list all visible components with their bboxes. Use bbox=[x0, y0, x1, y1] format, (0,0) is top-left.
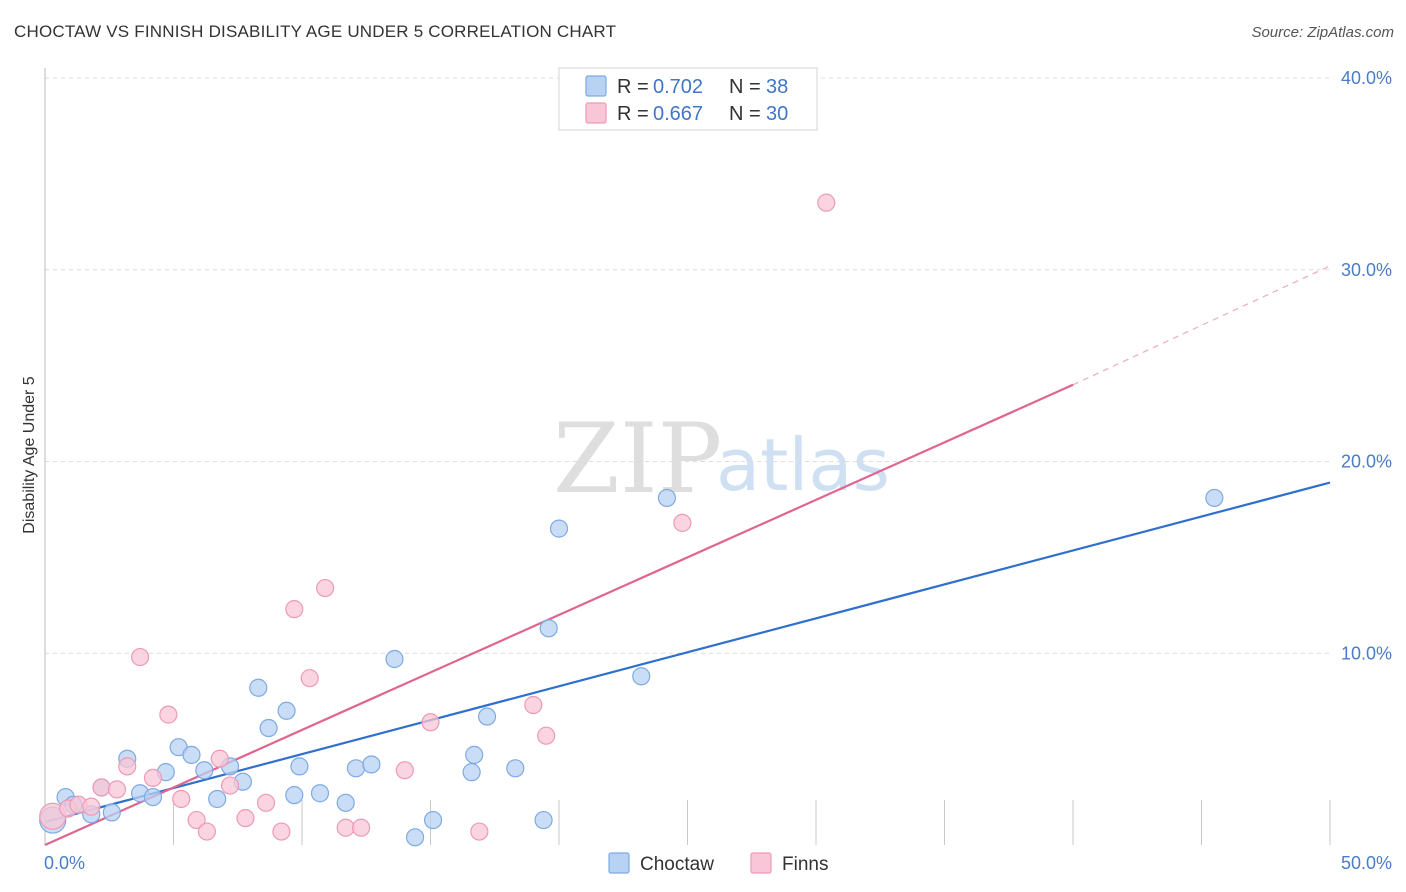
point-finns-12 bbox=[197, 822, 217, 841]
point-finns-5 bbox=[107, 780, 127, 799]
watermark-atlas: atlas bbox=[716, 423, 890, 507]
point-finns-27 bbox=[537, 726, 556, 745]
point-choctaw-35 bbox=[632, 667, 651, 686]
trend-line-finns bbox=[44, 383, 1074, 847]
point-finns-16 bbox=[256, 793, 276, 812]
point-choctaw-21 bbox=[310, 784, 330, 803]
x-ticks bbox=[173, 800, 1331, 845]
x-tick-label-min: 0.0% bbox=[44, 853, 85, 873]
point-finns-15 bbox=[236, 809, 255, 828]
point-choctaw-20 bbox=[290, 757, 309, 776]
legend-finns-n-label: N = bbox=[729, 103, 761, 125]
point-choctaw-22 bbox=[336, 793, 355, 812]
point-choctaw-18 bbox=[277, 701, 296, 720]
y-axis-label: Disability Age Under 5 bbox=[21, 376, 38, 534]
legend-finns-n-value: 30 bbox=[766, 103, 788, 125]
point-finns-23 bbox=[395, 761, 414, 780]
point-finns-13 bbox=[210, 749, 229, 768]
point-choctaw-8 bbox=[143, 787, 163, 807]
legend-choctaw-n-label: N = bbox=[729, 76, 761, 98]
point-finns-10 bbox=[172, 789, 191, 809]
point-finns-21 bbox=[336, 818, 355, 837]
point-choctaw-37 bbox=[1205, 488, 1224, 508]
series-legend-swatch-choctaw bbox=[608, 852, 630, 874]
point-choctaw-23 bbox=[346, 759, 366, 778]
x-tick-label-max: 50.0% bbox=[1341, 853, 1392, 873]
point-finns-28 bbox=[673, 513, 692, 532]
point-choctaw-36 bbox=[657, 488, 677, 508]
point-choctaw-30 bbox=[477, 707, 497, 726]
trend-lines bbox=[44, 265, 1331, 847]
y-tick-labels: 10.0% 20.0% 30.0% 40.0% bbox=[1341, 68, 1392, 663]
point-finns-7 bbox=[130, 647, 150, 667]
series-legend: Choctaw Finns bbox=[608, 852, 828, 875]
point-choctaw-13 bbox=[208, 789, 227, 809]
legend-choctaw-r-value: 0.702 bbox=[653, 76, 703, 98]
point-choctaw-24 bbox=[362, 755, 381, 774]
point-choctaw-32 bbox=[534, 810, 553, 830]
legend-finns-r-label: R = bbox=[617, 103, 649, 125]
point-choctaw-16 bbox=[249, 678, 268, 697]
point-choctaw-5 bbox=[102, 803, 121, 822]
series-legend-label-choctaw: Choctaw bbox=[640, 854, 714, 875]
y-tick-label-30: 30.0% bbox=[1341, 260, 1392, 280]
point-choctaw-12 bbox=[195, 761, 214, 780]
chart-source: Source: ZipAtlas.com bbox=[1251, 24, 1394, 41]
point-choctaw-33 bbox=[539, 619, 558, 638]
point-choctaw-34 bbox=[549, 519, 569, 538]
legend-swatch-choctaw bbox=[585, 75, 607, 97]
point-choctaw-29 bbox=[465, 745, 484, 764]
point-finns-18 bbox=[285, 600, 304, 619]
point-finns-20 bbox=[316, 578, 335, 598]
point-choctaw-19 bbox=[285, 786, 304, 805]
point-finns-25 bbox=[470, 822, 489, 841]
point-finns-26 bbox=[524, 695, 543, 715]
chart-title: CHOCTAW VS FINNISH DISABILITY AGE UNDER … bbox=[14, 22, 617, 41]
trend-line-choctaw bbox=[44, 481, 1331, 824]
legend-finns-r-value: 0.667 bbox=[653, 103, 703, 125]
point-choctaw-28 bbox=[462, 763, 481, 782]
point-finns-11 bbox=[187, 810, 206, 830]
grid bbox=[45, 77, 1330, 654]
point-finns-3 bbox=[82, 797, 101, 816]
point-choctaw-27 bbox=[423, 810, 443, 830]
legend-swatch-finns bbox=[585, 102, 607, 124]
point-finns-6 bbox=[118, 757, 137, 776]
stats-legend: R = 0.702 N = 38 R = 0.667 N = 30 bbox=[558, 67, 818, 131]
point-choctaw-25 bbox=[385, 649, 404, 669]
point-finns-24 bbox=[421, 713, 440, 732]
point-finns-22 bbox=[352, 818, 371, 837]
point-finns-19 bbox=[300, 669, 319, 688]
point-finns-9 bbox=[159, 705, 178, 724]
y-tick-label-40: 40.0% bbox=[1341, 68, 1392, 88]
point-choctaw-11 bbox=[182, 745, 201, 764]
series-legend-label-finns: Finns bbox=[782, 854, 828, 875]
legend-choctaw-r-label: R = bbox=[617, 76, 649, 98]
point-finns-29 bbox=[817, 193, 836, 212]
series-legend-swatch-finns bbox=[750, 852, 772, 874]
legend-choctaw-n-value: 38 bbox=[766, 76, 788, 98]
point-finns-17 bbox=[272, 822, 291, 841]
data-points bbox=[39, 193, 1224, 847]
point-finns-4 bbox=[92, 778, 111, 797]
y-tick-label-10: 10.0% bbox=[1341, 643, 1392, 663]
point-choctaw-31 bbox=[506, 759, 525, 778]
y-tick-label-20: 20.0% bbox=[1341, 452, 1392, 472]
trend-extension-finns bbox=[1072, 265, 1331, 386]
point-finns-14 bbox=[220, 776, 240, 795]
watermark-zip: ZIP bbox=[553, 403, 722, 515]
point-choctaw-17 bbox=[259, 718, 278, 738]
point-choctaw-26 bbox=[405, 828, 425, 847]
point-finns-8 bbox=[143, 768, 163, 787]
